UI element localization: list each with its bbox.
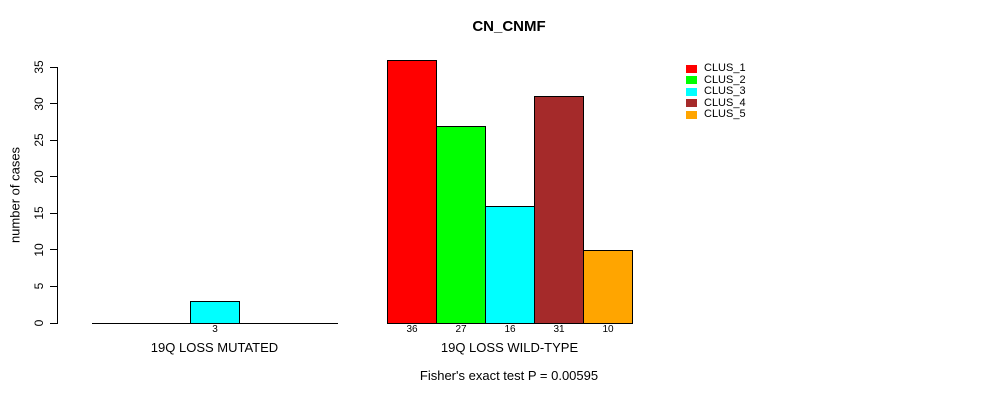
legend-label: CLUS_4 — [704, 96, 746, 109]
legend-item: CLUS_3 — [686, 85, 746, 97]
legend-item: CLUS_1 — [686, 62, 746, 74]
bar-clus_1 — [387, 59, 437, 324]
legend-swatch-clus_1 — [686, 64, 697, 73]
legend-item: CLUS_2 — [686, 73, 746, 86]
y-tick-mark — [50, 139, 57, 141]
bar-value-label: 16 — [504, 324, 516, 335]
legend-item: CLUS_5 — [686, 108, 746, 120]
legend-swatch-clus_2 — [686, 76, 697, 84]
y-tick-mark — [50, 212, 57, 214]
y-tick-label: 10 — [32, 243, 46, 257]
bar-value-label: 10 — [602, 324, 614, 335]
bar-value-label: 27 — [455, 324, 467, 335]
y-tick-label: 20 — [32, 170, 46, 184]
legend-swatch-clus_5 — [686, 110, 697, 119]
y-tick-label: 5 — [32, 283, 46, 290]
y-tick-label: 0 — [32, 319, 46, 327]
bar-clus_3 — [190, 301, 240, 324]
y-axis-label: number of cases — [7, 146, 23, 244]
fisher-test-annotation: Fisher's exact test P = 0.00595 — [419, 368, 599, 383]
y-tick-label: 25 — [32, 133, 46, 147]
y-tick-mark — [50, 103, 57, 105]
chart-title: CN_CNMF — [472, 18, 546, 35]
bar-clus_2 — [436, 125, 486, 324]
legend-swatch-clus_3 — [686, 87, 697, 96]
bar-value-label: 3 — [212, 324, 218, 335]
legend-label: CLUS_5 — [704, 108, 746, 120]
y-tick-mark — [50, 322, 57, 324]
y-tick-mark — [50, 176, 57, 178]
legend-label: CLUS_1 — [704, 62, 746, 74]
bar-clus_3 — [485, 205, 535, 324]
y-axis-line — [57, 67, 58, 324]
bar-clus_4 — [534, 96, 584, 324]
y-tick-label: 15 — [32, 206, 46, 220]
y-tick-mark — [50, 249, 57, 251]
group-label: 19Q LOSS MUTATED — [150, 340, 279, 355]
y-tick-label: 30 — [32, 96, 46, 111]
legend: CLUS_1 CLUS_2 CLUS_3 CLUS_4 CLUS_5 — [686, 62, 796, 124]
y-tick-mark — [50, 66, 57, 68]
legend-label: CLUS_2 — [704, 73, 746, 86]
y-tick-mark — [50, 285, 57, 287]
legend-item: CLUS_4 — [686, 96, 746, 109]
legend-swatch-clus_4 — [686, 99, 697, 107]
legend-label: CLUS_3 — [704, 85, 746, 97]
bar-value-label: 36 — [406, 324, 418, 335]
y-tick-label: 35 — [32, 60, 46, 74]
bar-value-label: 31 — [553, 324, 565, 335]
group-label: 19Q LOSS WILD-TYPE — [440, 340, 579, 355]
bar-clus_5 — [583, 249, 633, 324]
